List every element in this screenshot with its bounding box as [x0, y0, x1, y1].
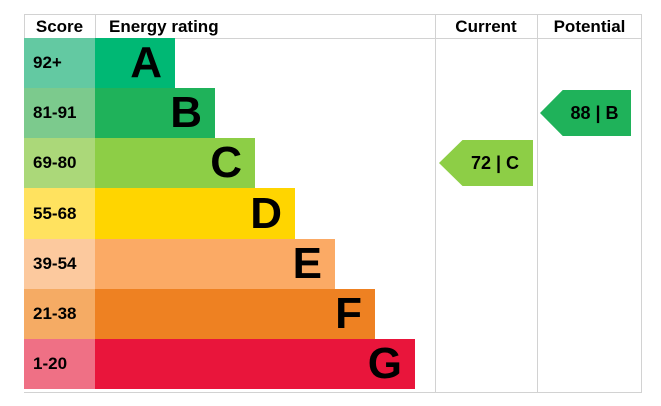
band-bar-g: G: [95, 339, 415, 389]
score-range-e: 39-54: [24, 239, 95, 289]
current-rating-label: 72 | C: [470, 152, 520, 173]
band-row-g: 1-20 G: [0, 339, 661, 389]
score-range-b: 81-91: [24, 88, 95, 138]
table-left-rule: [24, 14, 25, 39]
band-row-c: 69-80 C: [0, 138, 661, 188]
band-bar-a: A: [95, 38, 175, 88]
band-bar-f: F: [95, 289, 375, 339]
score-column-rule: [95, 14, 96, 39]
potential-rating-label: 88 | B: [570, 102, 619, 123]
band-bar-c: C: [95, 138, 255, 188]
band-row-a: 92+ A: [0, 38, 661, 88]
score-range-d: 55-68: [24, 188, 95, 239]
table-right-rule: [641, 14, 642, 393]
band-row-f: 21-38 F: [0, 289, 661, 339]
band-bar-e: E: [95, 239, 335, 289]
header-energy-rating: Energy rating: [109, 17, 219, 36]
score-range-g: 1-20: [24, 339, 95, 389]
band-row-b: 81-91 B: [0, 88, 661, 138]
header-current: Current: [455, 17, 517, 36]
header-potential: Potential: [553, 17, 626, 36]
score-range-a: 92+: [24, 38, 95, 88]
score-range-c: 69-80: [24, 138, 95, 188]
header-top-rule: [24, 14, 642, 15]
score-range-f: 21-38: [24, 289, 95, 339]
current-column-left-rule: [435, 14, 436, 393]
band-row-e: 39-54 E: [0, 239, 661, 289]
potential-rating-arrow: 88 | B: [540, 90, 631, 136]
header-score: Score: [35, 17, 84, 36]
header-bottom-rule: [24, 38, 642, 39]
band-row-d: 55-68 D: [0, 188, 661, 239]
potential-column-left-rule: [537, 14, 538, 393]
table-bottom-rule: [24, 392, 642, 393]
band-bar-d: D: [95, 188, 295, 239]
band-bar-b: B: [95, 88, 215, 138]
